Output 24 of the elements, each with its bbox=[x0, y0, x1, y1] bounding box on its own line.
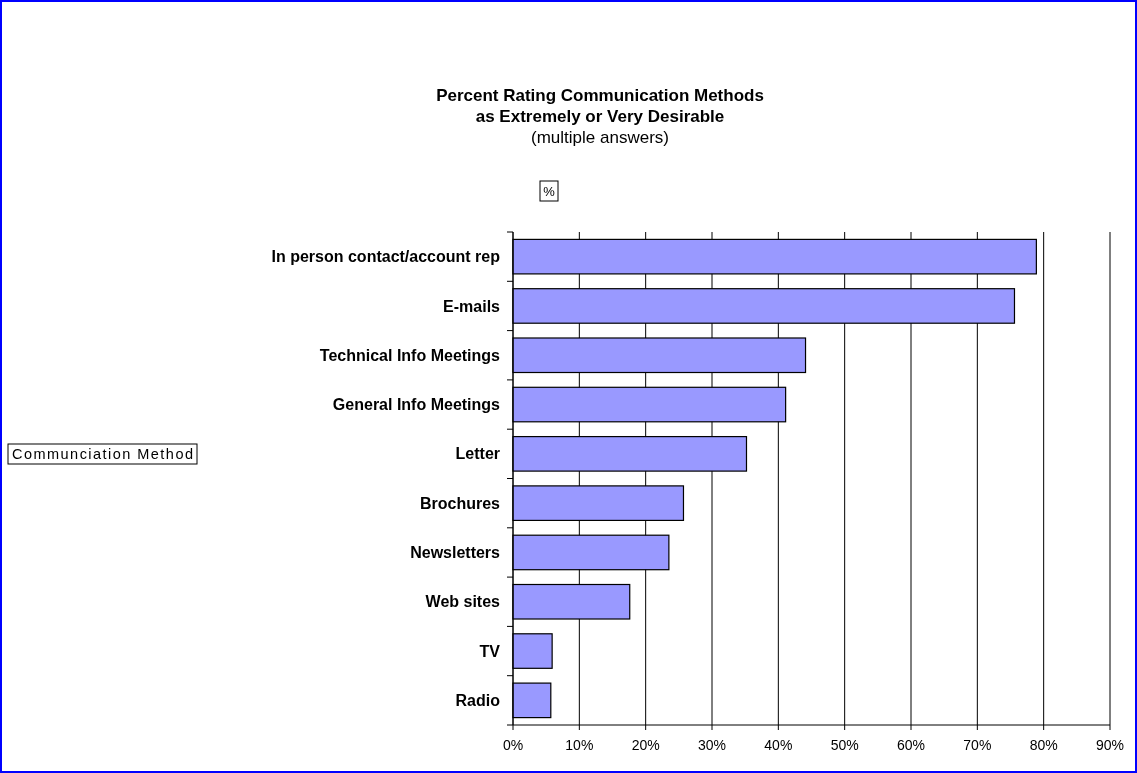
y-tick-label: General Info Meetings bbox=[332, 396, 501, 414]
y-tick-label: Brochures bbox=[419, 494, 501, 512]
chart-subtitle: (multiple answers) bbox=[531, 128, 669, 147]
y-tick-label: TV bbox=[479, 642, 501, 660]
y-tick-label: Letter bbox=[455, 445, 500, 463]
x-tick-label: 50% bbox=[830, 737, 859, 753]
y-tick-label: Technical Info Meetings bbox=[319, 346, 501, 364]
y-tick-label: Radio bbox=[455, 691, 501, 709]
y-tick-label: E-mails bbox=[443, 297, 501, 315]
x-tick-label: 10% bbox=[565, 737, 594, 753]
x-tick-label: 40% bbox=[764, 737, 793, 753]
text: Communciation Method bbox=[12, 446, 193, 462]
y-tick-label: Web sites bbox=[425, 593, 501, 611]
x-tick-label: 20% bbox=[631, 737, 660, 753]
x-tick-label: 30% bbox=[697, 737, 727, 753]
x-tick-label: 0% bbox=[502, 737, 524, 753]
x-tick-label: 70% bbox=[963, 737, 992, 753]
x-tick-label: 60% bbox=[896, 737, 926, 753]
x-tick-label: 80% bbox=[1029, 737, 1058, 753]
chart-title: Percent Rating Communication Methods as Extremely or Very Desirable bbox=[436, 86, 764, 126]
y-tick-label: Newsletters bbox=[410, 544, 501, 562]
y-tick-label: In person contact/account rep bbox=[271, 248, 501, 266]
x-axis-title: % bbox=[543, 184, 556, 199]
x-tick-label: 90% bbox=[1095, 737, 1125, 753]
